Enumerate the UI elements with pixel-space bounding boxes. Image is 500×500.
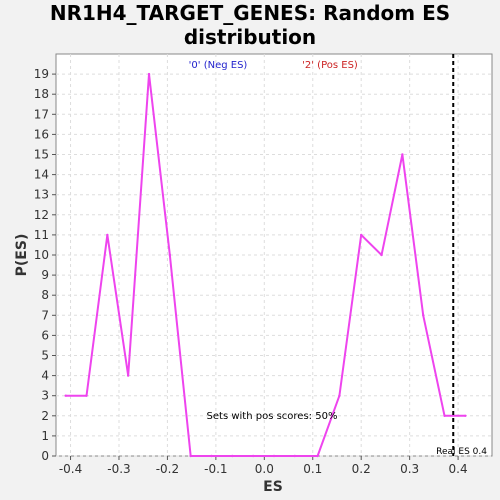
- y-tick-label: 2: [41, 409, 49, 423]
- x-tick-label: 0.1: [303, 462, 322, 476]
- data-point: [64, 395, 66, 397]
- y-tick-label: 12: [34, 208, 49, 222]
- y-tick-label: 17: [34, 107, 49, 121]
- data-point: [85, 395, 87, 397]
- y-tick-label: 11: [34, 228, 49, 242]
- y-tick-label: 6: [41, 328, 49, 342]
- x-tick-label: 0.3: [400, 462, 419, 476]
- data-point: [169, 254, 171, 256]
- y-tick-label: 18: [34, 87, 49, 101]
- y-tick-label: 7: [41, 308, 49, 322]
- data-point: [422, 314, 424, 316]
- y-axis-label: P(ES): [14, 234, 30, 277]
- chart-title-line-1: NR1H4_TARGET_GENES: Random ES: [50, 1, 450, 25]
- x-tick-label: 0.2: [352, 462, 371, 476]
- y-tick-label: 10: [34, 248, 49, 262]
- y-tick-label: 19: [34, 67, 49, 81]
- data-point: [380, 254, 382, 256]
- annotation-pos-scores: Sets with pos scores: 50%: [207, 411, 338, 422]
- y-tick-label: 9: [41, 268, 49, 282]
- data-point: [316, 455, 318, 457]
- data-point: [294, 455, 296, 457]
- y-tick-label: 16: [34, 127, 49, 141]
- data-point: [401, 153, 403, 155]
- y-tick-label: 4: [41, 369, 49, 383]
- x-tick-label: -0.4: [59, 462, 82, 476]
- x-axis-ticks: -0.4 -0.3 -0.2 -0.1 0.0 0.1 0.2 0.3 0.4: [59, 456, 468, 476]
- x-tick-label: 0.4: [449, 462, 468, 476]
- y-tick-label: 3: [41, 389, 49, 403]
- y-tick-label: 1: [41, 429, 49, 443]
- legend-pos-es: '2' (Pos ES): [302, 60, 358, 71]
- y-tick-label: 15: [34, 148, 49, 162]
- x-tick-label: 0.0: [255, 462, 274, 476]
- data-point: [464, 415, 466, 417]
- x-tick-label: -0.1: [204, 462, 227, 476]
- y-tick-label: 5: [41, 349, 49, 363]
- data-point: [148, 73, 150, 75]
- data-point: [360, 234, 362, 236]
- data-point: [273, 455, 275, 457]
- legend-neg-es: '0' (Neg ES): [189, 60, 248, 71]
- chart-title-line-2: distribution: [184, 25, 316, 49]
- x-axis-label: ES: [263, 479, 283, 495]
- data-point: [127, 374, 129, 376]
- real-es-label: Real ES 0.4: [436, 447, 487, 457]
- data-point: [106, 234, 108, 236]
- y-tick-label: 0: [41, 449, 49, 463]
- data-point: [210, 455, 212, 457]
- data-point: [189, 455, 191, 457]
- data-point: [252, 455, 254, 457]
- y-tick-label: 13: [34, 188, 49, 202]
- x-tick-label: -0.3: [107, 462, 130, 476]
- data-point: [443, 415, 445, 417]
- y-tick-label: 14: [34, 168, 49, 182]
- data-point: [231, 455, 233, 457]
- x-tick-label: -0.2: [156, 462, 179, 476]
- y-tick-label: 8: [41, 288, 49, 302]
- data-point: [338, 395, 340, 397]
